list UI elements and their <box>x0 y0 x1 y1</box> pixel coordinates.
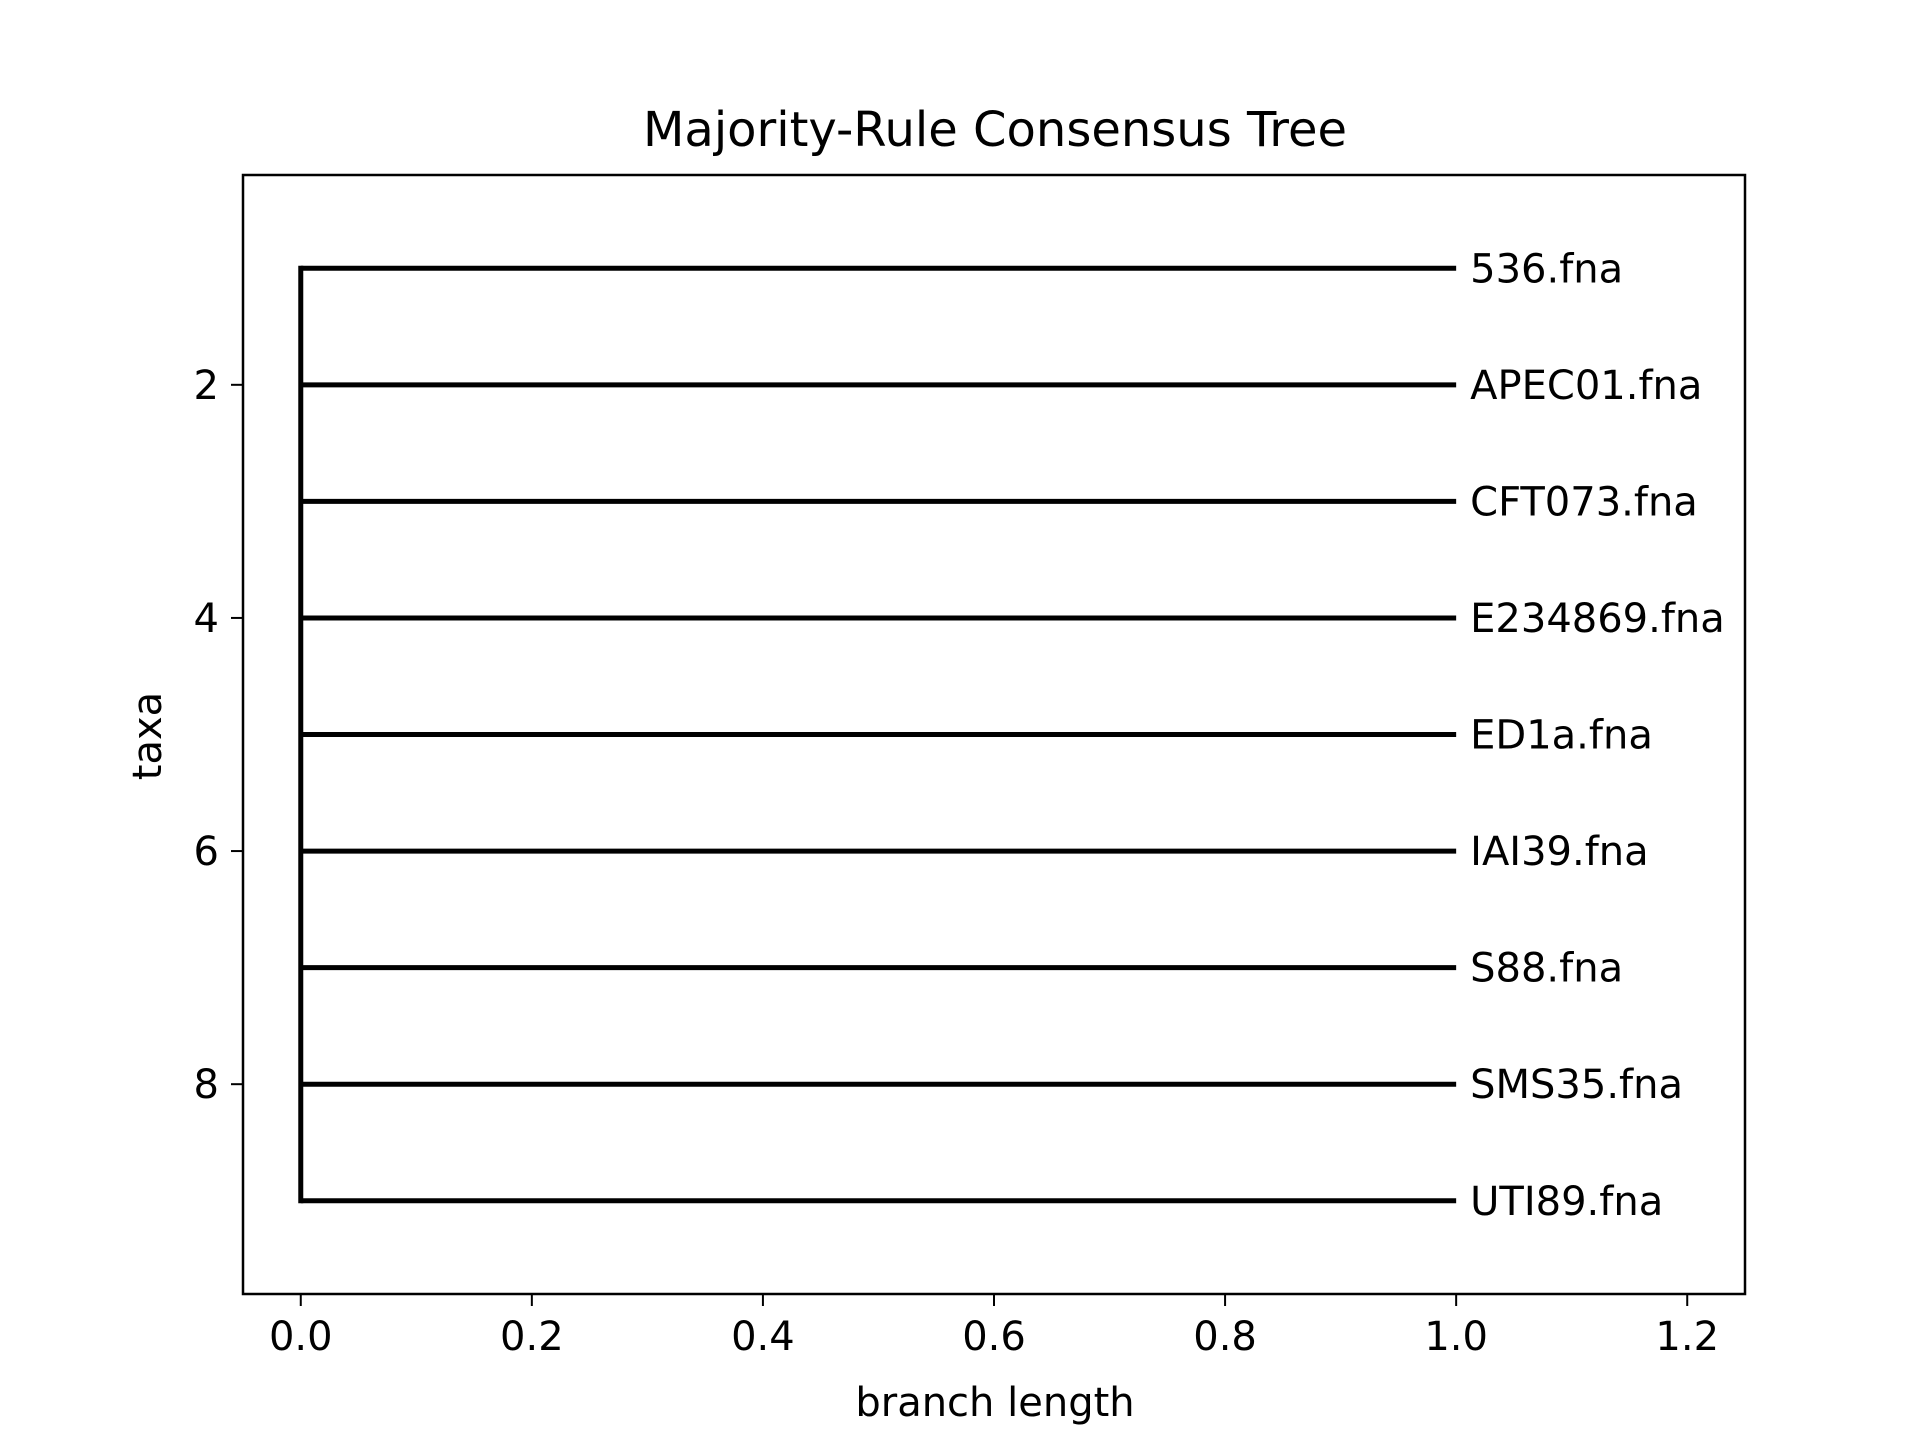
y-tick-label: 2 <box>194 363 219 409</box>
leaf-label: CFT073.fna <box>1470 479 1698 525</box>
x-axis-ticks: 0.0 0.2 0.4 0.6 0.8 1.0 1.2 <box>269 1294 1719 1360</box>
x-tick-label: 0.0 <box>269 1314 333 1360</box>
y-tick-label: 6 <box>194 829 219 875</box>
tree-branches <box>298 265 1457 1204</box>
leaf-label: 536.fna <box>1470 246 1623 292</box>
x-tick-label: 0.2 <box>500 1314 564 1360</box>
leaf-label: ED1a.fna <box>1470 713 1653 759</box>
leaf-label: UTI89.fna <box>1470 1179 1663 1225</box>
plot-area-frame <box>241 173 1747 1296</box>
x-tick-label: 0.4 <box>731 1314 795 1360</box>
x-tick-label: 0.6 <box>962 1314 1026 1360</box>
chart-title: Majority-Rule Consensus Tree <box>643 102 1347 158</box>
leaf-label: SMS35.fna <box>1470 1062 1683 1108</box>
y-tick-label: 4 <box>194 596 219 642</box>
leaf-label: IAI39.fna <box>1470 829 1649 875</box>
y-tick-label: 8 <box>194 1062 219 1108</box>
leaf-labels: 536.fna APEC01.fna CFT073.fna E234869.fna ED… <box>1470 246 1725 1225</box>
x-tick-label: 0.8 <box>1193 1314 1257 1360</box>
leaf-label: E234869.fna <box>1470 596 1725 642</box>
y-axis-label: taxa <box>125 692 171 780</box>
leaf-label: APEC01.fna <box>1470 363 1702 409</box>
y-axis-ticks: 2 4 6 8 <box>194 363 243 1108</box>
x-axis-label: branch length <box>855 1380 1134 1426</box>
x-tick-label: 1.2 <box>1655 1314 1719 1360</box>
leaf-label: S88.fna <box>1470 946 1623 992</box>
x-tick-label: 1.0 <box>1424 1314 1488 1360</box>
